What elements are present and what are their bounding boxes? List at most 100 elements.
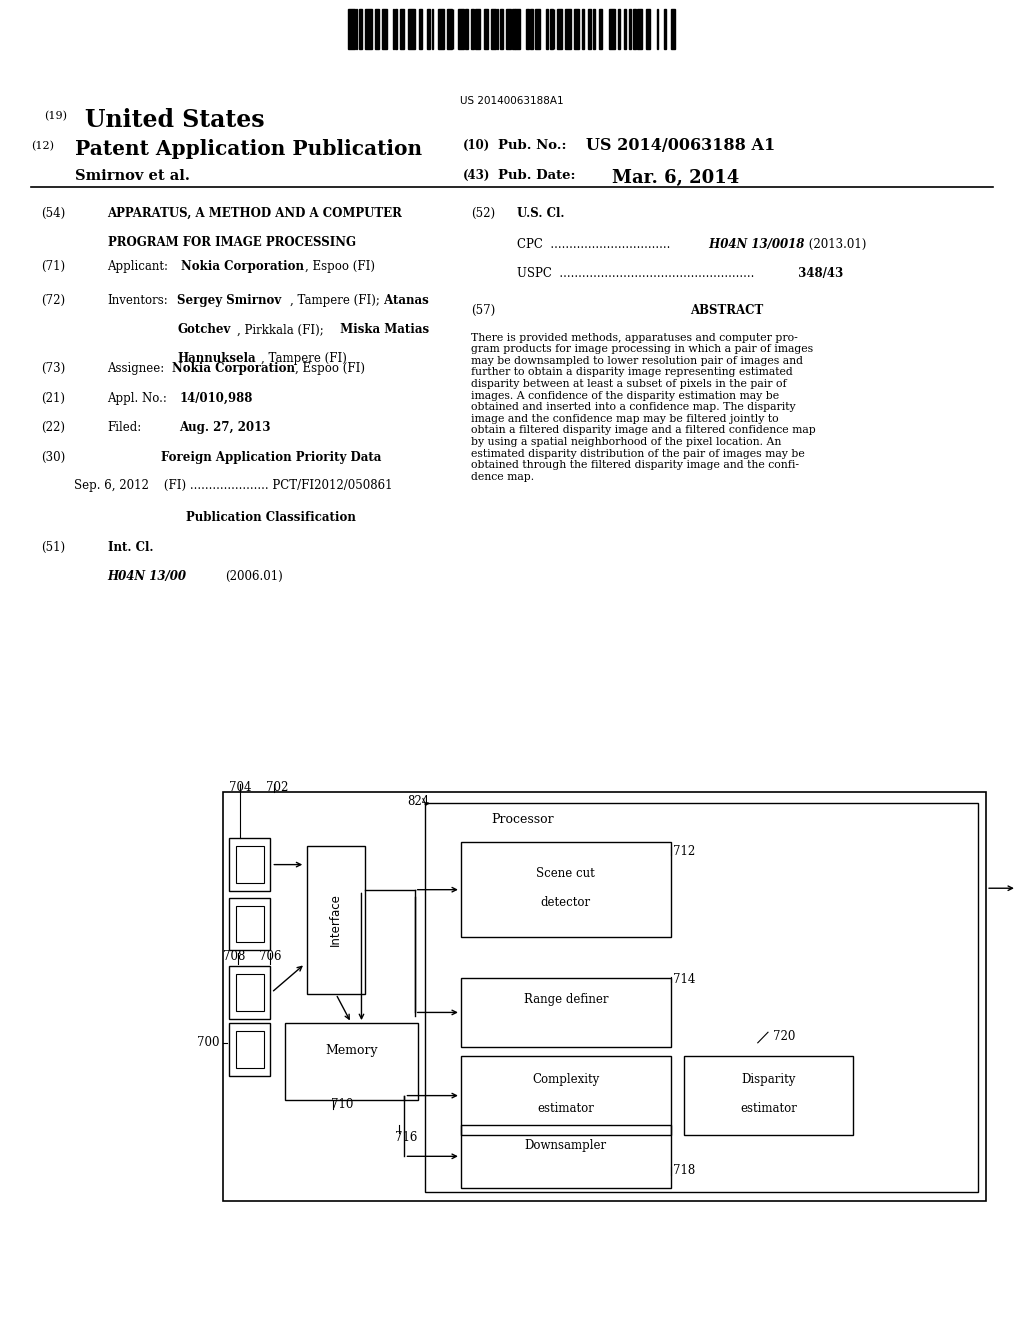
Text: Patent Application Publication: Patent Application Publication: [75, 139, 422, 158]
Text: Aug. 27, 2013: Aug. 27, 2013: [179, 421, 270, 434]
Text: Publication Classification: Publication Classification: [186, 511, 356, 524]
Text: estimator: estimator: [740, 1102, 797, 1115]
Text: Memory: Memory: [325, 1044, 378, 1057]
Bar: [608, 9, 615, 49]
Text: Downsampler: Downsampler: [524, 1139, 607, 1152]
Bar: [236, 906, 264, 942]
Bar: [461, 978, 671, 1047]
Text: (72): (72): [41, 294, 66, 308]
Text: ABSTRACT: ABSTRACT: [690, 304, 764, 317]
Bar: [229, 838, 270, 891]
Bar: [420, 9, 423, 49]
Text: US 20140063188A1: US 20140063188A1: [460, 96, 564, 107]
Text: , Tampere (FI);: , Tampere (FI);: [290, 294, 380, 308]
Text: (73): (73): [41, 362, 66, 375]
Text: 704: 704: [229, 781, 252, 795]
Text: 706: 706: [259, 950, 282, 964]
Text: (71): (71): [41, 260, 66, 273]
Bar: [582, 9, 584, 49]
Text: , Espoo (FI): , Espoo (FI): [295, 362, 365, 375]
Bar: [461, 1125, 671, 1188]
Bar: [431, 9, 433, 49]
Bar: [236, 846, 264, 883]
Bar: [565, 9, 571, 49]
Text: (22): (22): [41, 421, 65, 434]
Text: 716: 716: [395, 1131, 418, 1144]
Text: Int. Cl.: Int. Cl.: [108, 541, 153, 554]
Bar: [236, 974, 264, 1011]
Bar: [546, 9, 548, 49]
Bar: [633, 9, 636, 49]
Bar: [515, 9, 520, 49]
Text: Processor: Processor: [492, 813, 554, 826]
Text: Inventors:: Inventors:: [108, 294, 168, 308]
Bar: [399, 9, 404, 49]
Bar: [409, 9, 415, 49]
Text: Nokia Corporation: Nokia Corporation: [181, 260, 304, 273]
Text: USPC  ....................................................: USPC ...................................…: [517, 267, 755, 280]
Bar: [665, 9, 667, 49]
Text: Hannuksela: Hannuksela: [177, 352, 256, 366]
Text: Gotchev: Gotchev: [177, 323, 230, 337]
Bar: [229, 898, 270, 950]
Bar: [307, 846, 365, 994]
Bar: [506, 9, 511, 49]
Text: Appl. No.:: Appl. No.:: [108, 392, 167, 405]
Bar: [625, 9, 626, 49]
Bar: [223, 792, 986, 1201]
Bar: [550, 9, 553, 49]
Bar: [458, 9, 464, 49]
Text: detector: detector: [541, 896, 591, 909]
Text: CPC  ................................: CPC ................................: [517, 238, 671, 251]
Text: H04N 13/0018: H04N 13/0018: [705, 238, 804, 251]
Text: Atanas: Atanas: [380, 294, 429, 308]
Bar: [348, 9, 354, 49]
Bar: [427, 9, 430, 49]
Bar: [497, 9, 499, 49]
Bar: [684, 1056, 853, 1135]
Text: Miska Matias: Miska Matias: [336, 323, 429, 337]
Text: 708: 708: [223, 950, 246, 964]
Text: (57): (57): [471, 304, 496, 317]
Text: (10): (10): [463, 139, 490, 152]
Text: U.S. Cl.: U.S. Cl.: [517, 207, 564, 220]
Text: Pub. No.:: Pub. No.:: [498, 139, 566, 152]
Text: Sergey Smirnov: Sergey Smirnov: [177, 294, 282, 308]
Text: Filed:: Filed:: [108, 421, 141, 434]
Text: 712: 712: [673, 845, 695, 858]
Text: 718: 718: [673, 1164, 695, 1177]
Text: There is provided methods, apparatuses and computer pro-
gram products for image: There is provided methods, apparatuses a…: [471, 333, 816, 482]
Bar: [512, 9, 515, 49]
Bar: [599, 9, 602, 49]
Text: (54): (54): [41, 207, 66, 220]
Text: (52): (52): [471, 207, 496, 220]
Text: 720: 720: [773, 1030, 796, 1043]
Text: 824: 824: [408, 795, 430, 808]
Text: Foreign Application Priority Data: Foreign Application Priority Data: [161, 451, 382, 465]
Text: 714: 714: [673, 973, 695, 986]
Bar: [475, 9, 479, 49]
Text: Scene cut: Scene cut: [537, 867, 595, 880]
Text: H04N 13/00: H04N 13/00: [108, 570, 186, 583]
Bar: [461, 842, 671, 937]
Text: (19): (19): [44, 111, 67, 121]
Text: Applicant:: Applicant:: [108, 260, 169, 273]
Text: Smirnov et al.: Smirnov et al.: [75, 169, 189, 183]
Text: Interface: Interface: [330, 894, 342, 946]
Text: , Tampere (FI): , Tampere (FI): [261, 352, 347, 366]
Text: (51): (51): [41, 541, 66, 554]
Bar: [526, 9, 529, 49]
Text: Mar. 6, 2014: Mar. 6, 2014: [612, 169, 739, 187]
Bar: [382, 9, 387, 49]
Bar: [629, 9, 631, 49]
Bar: [484, 9, 488, 49]
Text: 702: 702: [266, 781, 289, 795]
Text: , Espoo (FI): , Espoo (FI): [305, 260, 375, 273]
Text: estimator: estimator: [538, 1102, 594, 1115]
Bar: [461, 1056, 671, 1135]
Text: Range definer: Range definer: [523, 993, 608, 1006]
Bar: [425, 803, 978, 1192]
Bar: [236, 1031, 264, 1068]
Bar: [229, 966, 270, 1019]
Text: (2013.01): (2013.01): [805, 238, 866, 251]
